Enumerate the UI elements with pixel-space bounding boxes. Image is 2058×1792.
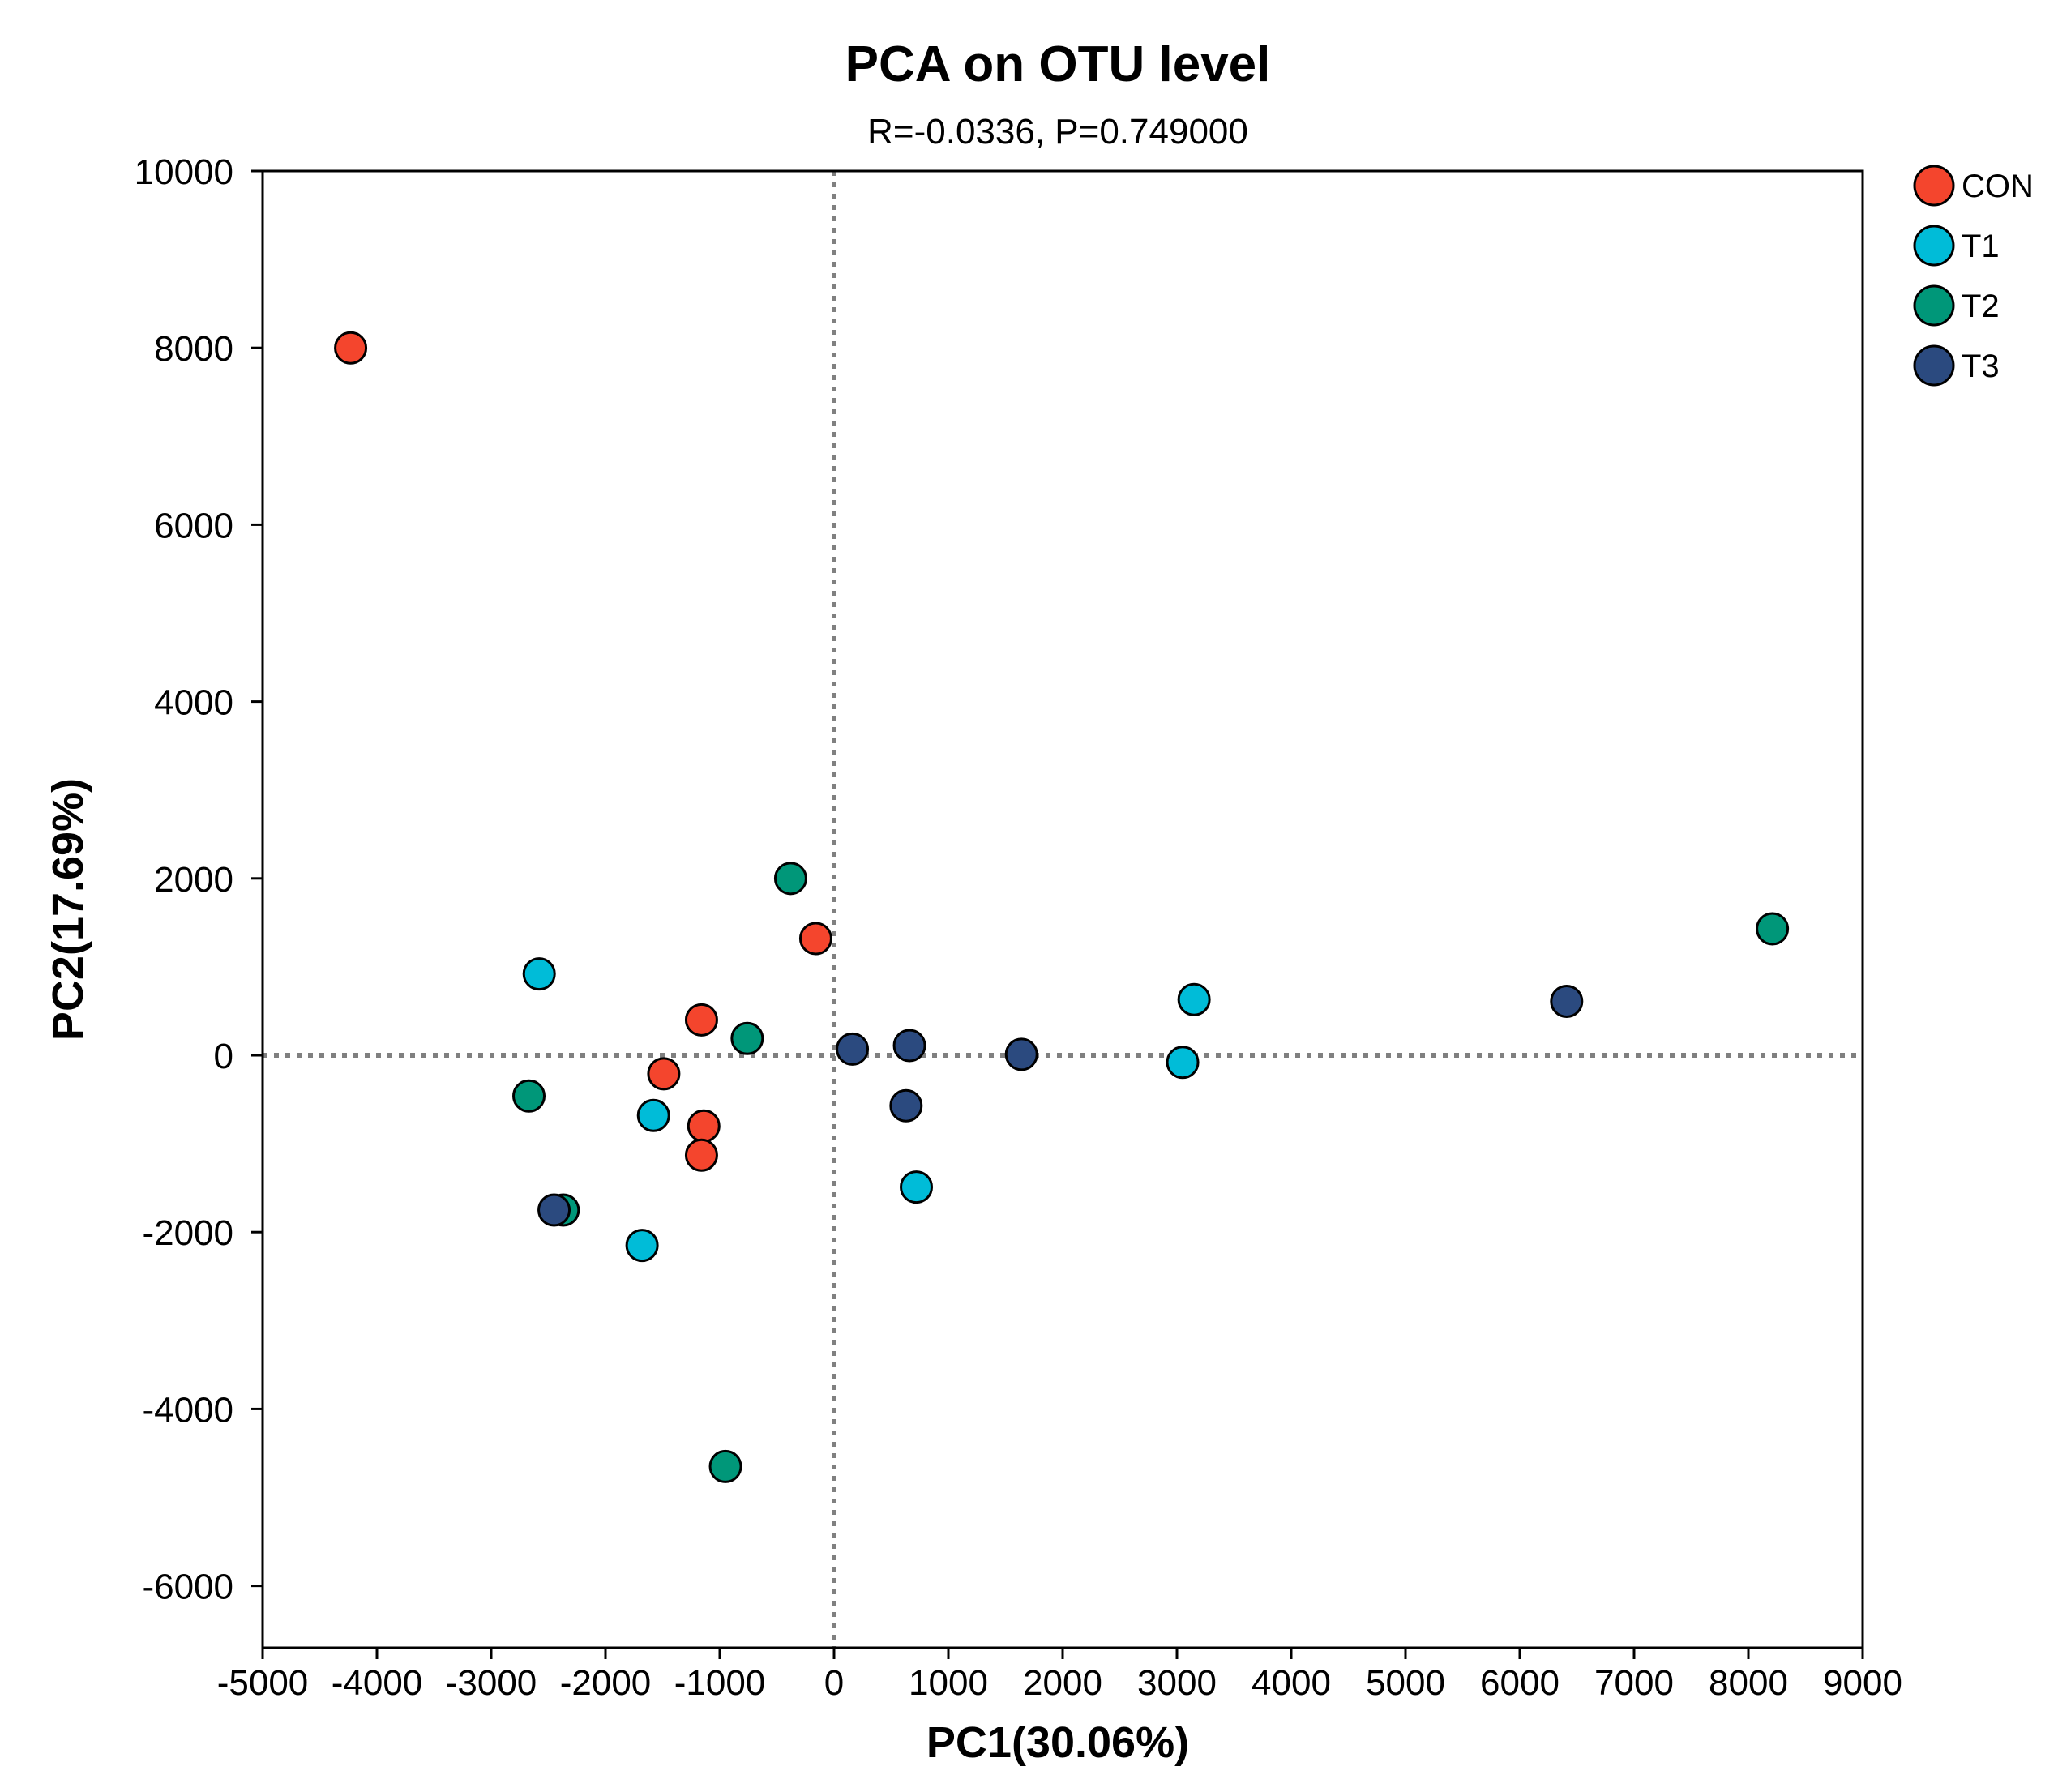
legend-marker-t2 xyxy=(1913,284,1955,327)
point-con xyxy=(684,1003,718,1037)
x-tick-label: -2000 xyxy=(560,1663,652,1703)
data-points xyxy=(334,331,1790,1483)
x-tick-label: 3000 xyxy=(1137,1663,1217,1703)
x-tick-label: 7000 xyxy=(1594,1663,1674,1703)
y-tick-label: 2000 xyxy=(154,860,233,900)
point-con xyxy=(647,1057,681,1091)
point-t3 xyxy=(537,1193,571,1227)
y-tick-label: 6000 xyxy=(154,506,233,545)
legend-label-t2: T2 xyxy=(1962,289,2000,324)
legend-marker-t1 xyxy=(1913,225,1955,267)
point-t1 xyxy=(625,1229,659,1263)
legend-marker-con xyxy=(1913,165,1955,207)
point-t3 xyxy=(1004,1037,1038,1071)
point-t1 xyxy=(636,1098,670,1132)
legend-label-t1: T1 xyxy=(1962,229,2000,264)
y-tick-label: -4000 xyxy=(142,1390,233,1430)
point-t1 xyxy=(1166,1046,1200,1080)
chart-title: PCA on OTU level xyxy=(845,36,1271,92)
point-t3 xyxy=(1550,984,1584,1018)
x-axis-label: PC1(30.06%) xyxy=(926,1718,1189,1767)
point-t2 xyxy=(512,1079,546,1113)
point-con xyxy=(334,331,368,365)
point-t1 xyxy=(900,1170,934,1204)
y-tick-label: 4000 xyxy=(154,683,233,723)
point-t2 xyxy=(730,1021,764,1055)
x-tick-label: -5000 xyxy=(217,1663,309,1703)
x-tick-label: -1000 xyxy=(674,1663,766,1703)
x-tick-label: 6000 xyxy=(1480,1663,1560,1703)
y-tick-label: 10000 xyxy=(135,152,233,192)
x-tick-label: 0 xyxy=(824,1663,844,1703)
x-tick-label: -3000 xyxy=(446,1663,537,1703)
point-t2 xyxy=(708,1449,742,1483)
y-tick-label: 8000 xyxy=(154,329,233,369)
y-axis: -6000 -4000 -2000 0 2000 4000 6000 8000 10000 xyxy=(135,152,263,1607)
legend-marker-t3 xyxy=(1913,344,1955,387)
x-tick-label: 9000 xyxy=(1823,1663,1902,1703)
point-t3 xyxy=(892,1029,926,1063)
x-tick-label: 5000 xyxy=(1366,1663,1445,1703)
point-t1 xyxy=(522,957,556,991)
chart-subtitle: R=-0.0336, P=0.749000 xyxy=(867,112,1248,152)
point-t3 xyxy=(836,1032,870,1066)
legend-label-t3: T3 xyxy=(1962,349,2000,384)
legend: CON T1 T2 T3 xyxy=(1913,165,2034,387)
reference-lines xyxy=(263,171,1863,1648)
y-tick-label: -6000 xyxy=(142,1567,233,1607)
point-t2 xyxy=(1756,912,1790,946)
x-tick-label: 8000 xyxy=(1709,1663,1788,1703)
point-con xyxy=(798,922,832,956)
point-con xyxy=(687,1109,721,1143)
x-axis: -5000 -4000 -3000 -2000 -1000 0 1000 2000 3000 40… xyxy=(217,1648,1902,1703)
x-tick-label: 2000 xyxy=(1023,1663,1102,1703)
point-t3 xyxy=(889,1088,923,1123)
point-t1 xyxy=(1177,982,1211,1016)
x-tick-label: -4000 xyxy=(332,1663,423,1703)
plot-frame xyxy=(261,169,1864,1649)
y-tick-label: 0 xyxy=(214,1037,233,1076)
x-tick-label: 4000 xyxy=(1251,1663,1331,1703)
y-tick-label: -2000 xyxy=(142,1213,233,1253)
point-con xyxy=(684,1138,718,1172)
legend-label-con: CON xyxy=(1962,169,2034,204)
point-t2 xyxy=(773,862,807,896)
y-axis-label: PC2(17.69%) xyxy=(44,778,92,1041)
x-tick-label: 1000 xyxy=(909,1663,988,1703)
